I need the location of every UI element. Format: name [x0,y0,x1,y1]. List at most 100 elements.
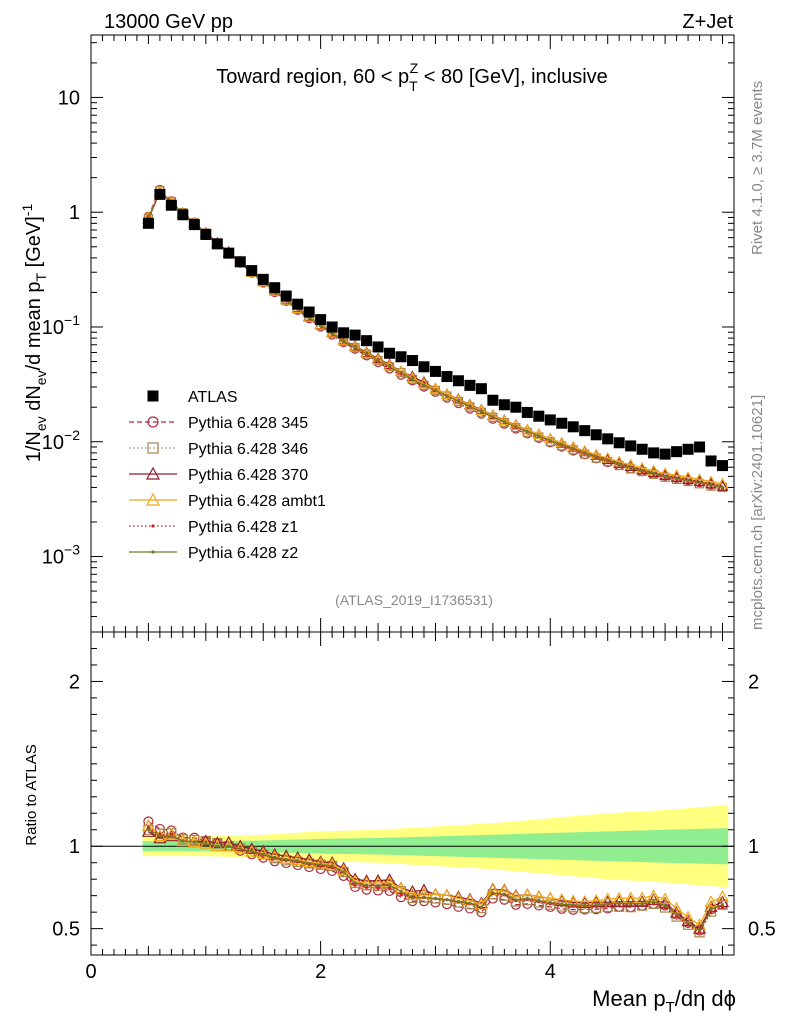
ratio-point-pythia-6-428-z2 [238,847,242,851]
point-pythia-6-428-ambt1 [509,419,522,430]
point-pythia-6-428-ambt1 [532,428,545,439]
ratio-point-pythia-6-428-z2 [261,852,265,857]
point-pythia-6-428-ambt1 [498,414,511,426]
ratio-y-tick-label-right: 1 [748,836,759,858]
point-pythia-6-428-z2 [399,371,403,375]
ratio-point-pythia-6-428-z2 [433,896,438,901]
ratio-point-pythia-6-428-z2 [158,834,162,838]
x-tick-label: 0 [85,961,96,983]
legend-marker-pythia-6-428-z1 [151,524,155,528]
point-pythia-6-428-z2 [560,443,564,447]
legend-marker-atlas [147,390,159,402]
legend-marker-pythia-6-428-z2 [151,550,155,554]
rivet-label: Rivet 4.1.0, ≥ 3.7M events [749,81,766,255]
data-point-atlas [659,448,671,460]
point-pythia-6-428-z2 [583,451,587,455]
ratio-point-pythia-6-428-z2 [502,892,506,896]
x-axis-label-a: Mean p [592,986,665,1011]
plot-title: Toward region, 60 < pTZ < 80 [GeV], incl… [216,60,608,94]
data-point-atlas [292,298,304,310]
point-pythia-6-428-ambt1 [440,387,453,399]
ratio-point-pythia-6-428-z2 [342,870,346,874]
data-point-atlas [464,379,476,391]
ratio-y-tick-label-right: 2 [748,671,759,693]
data-point-atlas [384,347,396,359]
legend-label-pythia-6-428-370: Pythia 6.428 370 [188,467,308,484]
data-point-atlas [452,375,464,387]
main-ylabel-ev2: ev [33,370,49,385]
main-y-tick-base: 10 [42,432,64,454]
data-point-atlas [521,406,533,418]
main-y-tick-label: 10−2 [42,427,80,454]
point-pythia-6-428-z2 [629,465,633,469]
ratio-point-pythia-6-428-z1 [387,886,392,890]
point-pythia-6-428-z2 [674,476,679,480]
point-pythia-6-428-z2 [514,425,518,429]
main-y-tick-exp: −2 [64,427,80,443]
legend-marker-pythia-6-428-370 [145,466,161,480]
legend-label-pythia-6-428-z2: Pythia 6.428 z2 [188,545,298,562]
point-pythia-6-428-z2 [606,458,610,462]
ratio-point-pythia-6-428-z2 [525,896,529,901]
data-point-atlas [407,355,418,367]
legend-marker-pythia-6-428-346 [147,442,159,454]
ratio-point-pythia-6-428-z2 [720,903,725,907]
ratio-point-pythia-6-428-370 [199,834,213,847]
ratio-point-pythia-6-428-z1 [399,892,403,896]
ratio-point-pythia-6-428-z1 [376,886,380,890]
data-point-atlas [269,282,281,294]
data-point-atlas [326,321,338,333]
data-point-atlas [429,365,441,377]
data-point-atlas [338,327,350,339]
point-pythia-6-428-z2 [468,404,472,409]
data-point-atlas [441,371,453,383]
main-y-axis-label: 1/Nev dNev/d mean pT [GeV]-1 [19,204,49,463]
data-point-atlas [544,414,556,426]
legend-label-pythia-6-428-ambt1: Pythia 6.428 ambt1 [188,493,326,510]
ratio-point-pythia-6-428-z2 [284,857,288,862]
ratio-point-pythia-6-428-z2 [652,900,656,904]
data-point-atlas [223,247,235,259]
point-pythia-6-428-z2 [491,415,495,419]
ratio-point-pythia-6-428-z2 [571,903,575,907]
point-pythia-6-428-z2 [537,434,541,438]
ratio-point-pythia-6-428-z2 [709,907,713,911]
point-pythia-6-428-z2 [663,474,667,478]
data-point-atlas [361,335,373,347]
data-point-atlas [602,433,614,445]
point-pythia-6-428-z2 [652,471,656,476]
point-pythia-6-428-z2 [376,358,380,363]
ratio-point-pythia-6-428-z2 [663,903,667,907]
data-point-atlas [315,314,327,326]
data-point-atlas [705,455,717,467]
legend-marker-pythia-6-428-345 [147,416,159,428]
ratio-point-pythia-6-428-346 [545,899,556,910]
data-point-atlas [234,256,246,268]
ratio-point-pythia-6-428-z2 [537,898,541,903]
ratio-point-pythia-6-428-z2 [422,895,426,900]
ratio-point-pythia-6-428-z2 [399,889,403,893]
data-point-atlas [590,429,602,441]
ratio-panel: 0 2 4 0.5 0.5 1 1 2 2 [52,631,776,983]
ratio-y-tick-label: 2 [69,671,80,693]
data-point-atlas [154,188,166,200]
point-pythia-6-428-z2 [353,346,357,350]
ratio-point-pythia-6-428-z2 [548,900,552,905]
point-pythia-6-428-370 [659,469,672,480]
data-point-atlas [533,410,545,422]
data-point-atlas [613,437,625,449]
point-pythia-6-428-z2 [571,447,575,451]
data-point-atlas [395,351,407,363]
ratio-point-pythia-6-428-ambt1 [302,855,316,868]
point-pythia-6-428-ambt1 [567,440,580,452]
point-pythia-6-428-z2 [456,399,461,403]
point-pythia-6-428-z2 [445,394,449,398]
main-ylabel-exp: -1 [19,204,35,217]
ratio-point-pythia-6-428-z2 [387,883,392,887]
ratio-point-pythia-6-428-z2 [227,844,231,848]
legend-label-pythia-6-428-z1: Pythia 6.428 z1 [188,519,298,536]
point-pythia-6-428-370 [647,466,660,478]
point-pythia-6-428-z2 [594,455,598,459]
data-point-atlas [636,443,648,455]
